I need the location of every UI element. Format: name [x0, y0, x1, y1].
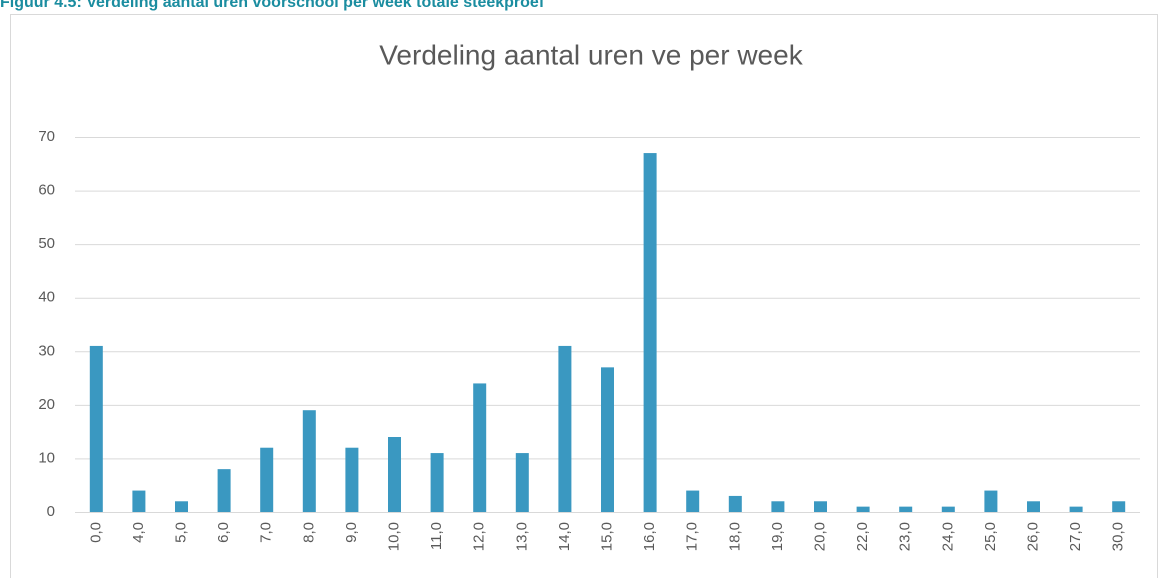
x-tick-label: 7,0	[258, 522, 275, 543]
x-tick-label: 27,0	[1067, 522, 1084, 551]
y-tick-label: 50	[38, 235, 55, 252]
x-tick-label: 14,0	[556, 522, 573, 551]
bar	[984, 490, 998, 512]
x-tick-label: 15,0	[598, 522, 615, 551]
y-tick-label: 30	[38, 342, 55, 359]
bar	[771, 501, 785, 512]
bar	[175, 501, 188, 512]
x-tick-label: 0,0	[87, 522, 104, 543]
x-tick-label: 24,0	[939, 522, 956, 551]
bar	[132, 490, 146, 512]
bar	[1112, 501, 1126, 512]
x-tick-label: 16,0	[641, 522, 658, 551]
x-tick-label: 8,0	[300, 522, 317, 543]
bar	[515, 453, 529, 512]
x-tick-label: 4,0	[130, 522, 147, 543]
chart-title: Verdeling aantal uren ve per week	[379, 39, 803, 70]
bar	[345, 447, 359, 512]
bar	[601, 367, 614, 512]
bar	[89, 345, 103, 512]
x-tick-label: 10,0	[385, 522, 402, 551]
x-tick-label: 26,0	[1024, 522, 1041, 551]
x-tick-label: 25,0	[982, 522, 999, 551]
x-tick-label: 6,0	[215, 522, 232, 543]
bar	[941, 506, 955, 512]
x-tick-label: 11,0	[428, 522, 445, 550]
bar	[856, 506, 870, 512]
bar	[388, 437, 401, 512]
chart-border	[10, 14, 1158, 578]
x-tick-label: 20,0	[811, 522, 828, 551]
x-tick-label: 13,0	[513, 522, 530, 551]
bar	[430, 453, 444, 512]
x-tick-label: 5,0	[172, 522, 189, 543]
x-tick-label: 17,0	[684, 522, 701, 551]
x-tick-label: 18,0	[726, 522, 743, 551]
bar	[473, 383, 487, 512]
x-tick-label: 23,0	[897, 522, 914, 551]
bar	[558, 345, 572, 512]
bar	[1069, 506, 1083, 512]
x-tick-label: 22,0	[854, 522, 871, 551]
bar	[899, 506, 913, 512]
x-tick-label: 12,0	[471, 522, 488, 551]
bar	[728, 495, 742, 512]
bar	[217, 469, 231, 512]
bar	[1027, 501, 1040, 512]
y-tick-label: 20	[38, 396, 55, 413]
y-tick-label: 70	[38, 128, 55, 145]
bar	[686, 490, 700, 512]
y-tick-label: 0	[47, 503, 55, 520]
x-tick-label: 30,0	[1110, 522, 1127, 551]
figure-caption: Figuur 4.5: Verdeling aantal uren voorsc…	[0, 0, 545, 11]
x-tick-label: 19,0	[769, 522, 786, 551]
x-tick-label: 9,0	[343, 522, 360, 543]
y-tick-label: 60	[38, 182, 55, 199]
y-tick-label: 10	[38, 449, 55, 466]
bar	[302, 410, 316, 512]
y-tick-label: 40	[38, 289, 55, 306]
bar	[260, 447, 274, 512]
bar	[643, 153, 657, 513]
bar	[814, 501, 827, 512]
